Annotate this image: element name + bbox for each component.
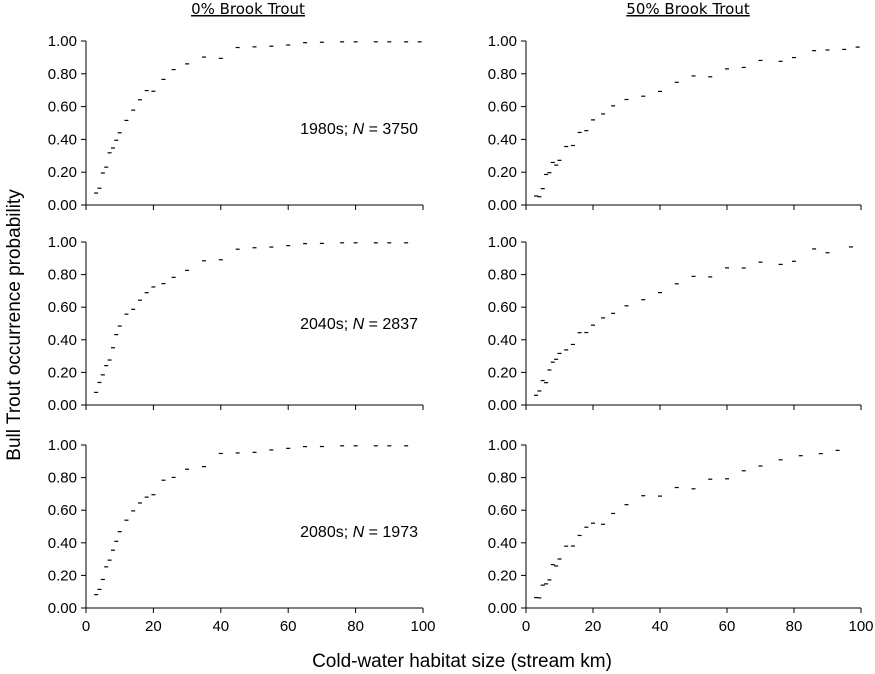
- n-count-2040s: = 2837: [364, 316, 418, 333]
- y-tick-label: 0.40: [488, 535, 517, 552]
- x-tick-label: 20: [585, 618, 602, 635]
- y-tick-label: 0.20: [488, 364, 517, 381]
- y-tick-label: 0.60: [48, 99, 77, 116]
- x-tick-label: 0: [82, 618, 90, 635]
- y-tick-label: 0.20: [48, 164, 77, 181]
- column-title-50pct: 50% Brook Trout: [626, 0, 750, 18]
- panel-label-2080s: 2080s; N = 1973: [300, 524, 418, 541]
- y-axis-label: Bull Trout occurrence probability: [4, 189, 25, 461]
- y-tick-label: 0.80: [48, 470, 77, 487]
- n-count-2080s: = 1973: [364, 524, 418, 541]
- y-tick-label: 1.00: [488, 437, 517, 454]
- y-tick-label: 0.60: [488, 502, 517, 519]
- x-tick-label: 60: [719, 618, 736, 635]
- panel-label-2040s: 2040s; N = 2837: [300, 316, 418, 333]
- panel-2080s-50pct: 0.00 0.20 0.40 0.60 0.80 1.00 0 20 40 60 80 100: [488, 437, 874, 635]
- y-tick-label: 0.00: [488, 600, 517, 617]
- column-title-0pct: 0% Brook Trout: [191, 0, 305, 18]
- x-tick-label: 80: [786, 618, 803, 635]
- y-tick-label: 1.00: [488, 33, 517, 50]
- y-tick-label: 0.20: [48, 364, 77, 381]
- period-2040s: 2040s;: [300, 316, 352, 333]
- n-symbol-1980s: N: [353, 121, 365, 138]
- y-tick-label: 0.60: [48, 299, 77, 316]
- y-tick-label: 0.20: [48, 567, 77, 584]
- period-2080s: 2080s;: [300, 524, 352, 541]
- y-tick-label: 0.00: [488, 397, 517, 414]
- y-tick-label: 0.20: [488, 567, 517, 584]
- y-tick-label: 0.60: [48, 502, 77, 519]
- x-tick-label: 0: [522, 618, 530, 635]
- y-tick-label: 1.00: [48, 234, 77, 251]
- y-tick-label: 0.80: [48, 267, 77, 284]
- x-tick-label: 40: [212, 618, 229, 635]
- x-tick-label: 20: [145, 618, 162, 635]
- n-count-1980s: = 3750: [364, 121, 418, 138]
- x-tick-label: 100: [410, 618, 435, 635]
- y-tick-label: 0.80: [488, 66, 517, 83]
- y-tick-label: 0.40: [488, 332, 517, 349]
- x-tick-label: 80: [347, 618, 364, 635]
- y-tick-label: 0.40: [48, 131, 77, 148]
- y-tick-label: 0.80: [488, 470, 517, 487]
- y-tick-label: 0.00: [48, 600, 77, 617]
- period-1980s: 1980s;: [300, 121, 352, 138]
- y-tick-label: 1.00: [48, 33, 77, 50]
- x-tick-label: 60: [280, 618, 297, 635]
- y-tick-label: 0.40: [48, 535, 77, 552]
- x-axis-label: Cold-water habitat size (stream km): [312, 651, 612, 672]
- y-tick-label: 0.80: [488, 267, 517, 284]
- panel-label-1980s: 1980s; N = 3750: [300, 121, 418, 138]
- x-tick-label: 40: [652, 618, 669, 635]
- y-tick-label: 0.00: [48, 397, 77, 414]
- y-tick-label: 0.60: [488, 299, 517, 316]
- panel-2040s-50pct: 0.00 0.20 0.40 0.60 0.80 1.00: [488, 234, 862, 414]
- y-tick-label: 0.80: [48, 66, 77, 83]
- x-tick-label: 100: [848, 618, 873, 635]
- y-tick-label: 0.20: [488, 164, 517, 181]
- y-tick-label: 0.40: [488, 131, 517, 148]
- y-tick-label: 0.00: [48, 197, 77, 214]
- n-symbol-2040s: N: [353, 316, 365, 333]
- y-tick-label: 0.60: [488, 99, 517, 116]
- panel-2080s-0pct: 0.00 0.20 0.40 0.60 0.80 1.00 0 20 40 60 80 100: [48, 437, 436, 635]
- y-tick-label: 0.00: [488, 197, 517, 214]
- y-tick-label: 1.00: [48, 437, 77, 454]
- n-symbol-2080s: N: [353, 524, 365, 541]
- y-tick-label: 0.40: [48, 332, 77, 349]
- panel-1980s-0pct: 0.00 0.20 0.40 0.60 0.80 1.00: [48, 33, 424, 214]
- panel-1980s-50pct: 0.00 0.20 0.40 0.60 0.80 1.00: [488, 33, 862, 214]
- y-tick-label: 1.00: [488, 234, 517, 251]
- panel-2040s-0pct: 0.00 0.20 0.40 0.60 0.80 1.00: [48, 234, 424, 414]
- scatter-panels: 0.00 0.20 0.40 0.60 0.80 1.00 0.00 0.20 0.40 0.60…: [48, 33, 874, 635]
